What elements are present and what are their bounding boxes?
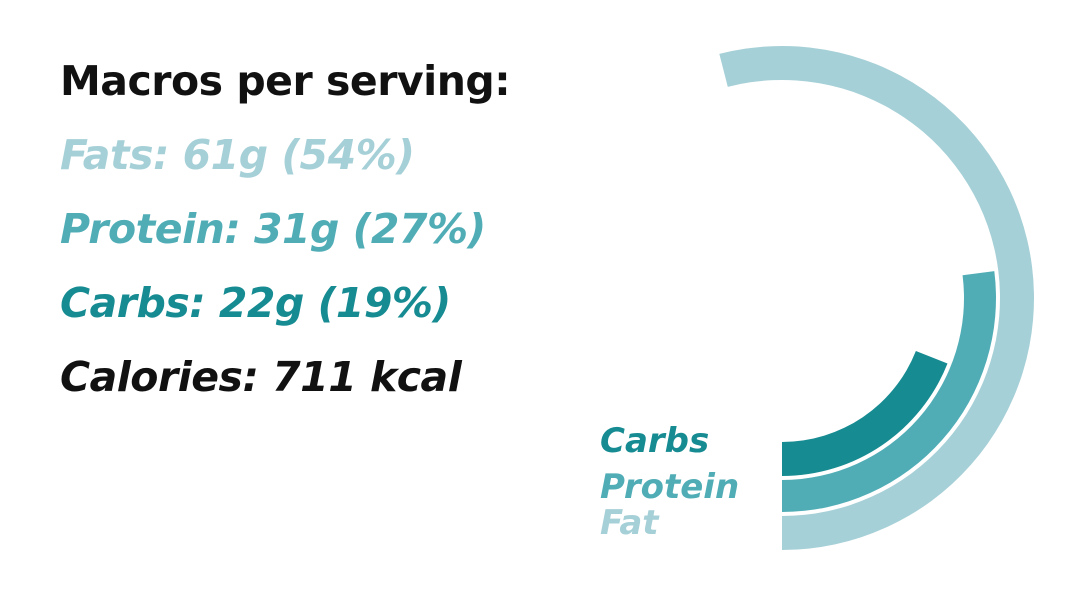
legend-label-carbs: Carbs (600, 421, 709, 461)
carbs-line: Carbs: 22g (19%) (60, 279, 451, 327)
protein-line: Protein: 31g (27%) (60, 205, 486, 253)
fats-line: Fats: 61g (54%) (60, 131, 415, 179)
macros-summary: Macros per serving: Fats: 61g (54%) Prot… (60, 44, 580, 414)
legend-label-fat: Fat (600, 503, 660, 543)
macros-heading: Macros per serving: (60, 57, 511, 105)
ring-bar-carbs (782, 351, 948, 476)
ring-bar-protein (782, 271, 996, 512)
calories-line: Calories: 711 kcal (60, 353, 462, 401)
legend-label-protein: Protein (600, 467, 739, 507)
